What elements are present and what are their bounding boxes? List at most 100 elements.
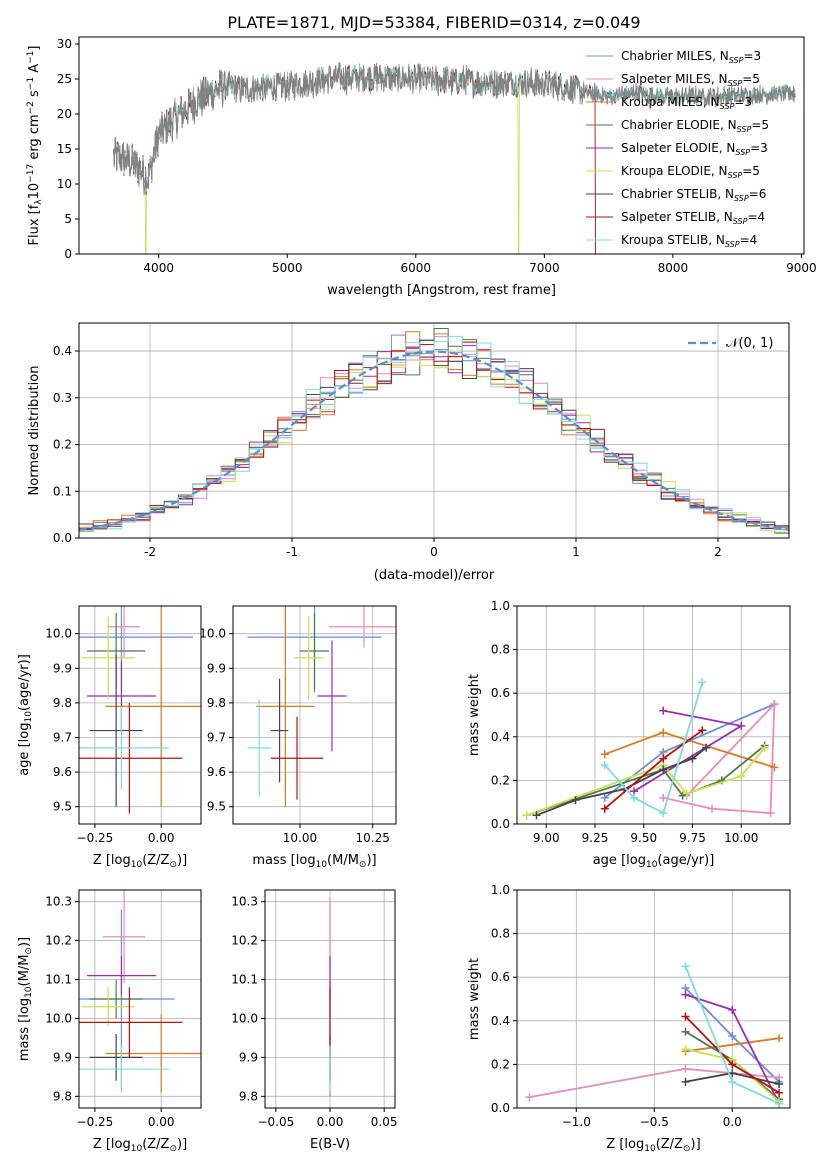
y-tick-label: 10.0 [45,1011,72,1025]
legend-label: Kroupa MILES, N [621,95,720,109]
y-axis-label-part: (M/M [17,955,32,987]
x-axis-label-part: 10 [131,860,143,870]
series-marker [659,754,668,763]
panel-mass-vs-Z: −0.25 0.009.89.910.010.110.210.3Z [log10(… [17,889,202,1154]
data-point-6 [270,678,289,783]
x-tick-label: 10.00 [283,831,317,845]
axes-frame [78,889,202,1109]
series-8 [600,678,707,818]
axes-frame [232,605,397,825]
legend-count: =3 [750,141,768,155]
series-line [604,703,775,799]
x-tick-label: −0.25 [77,831,114,845]
panel-weight-vs-age: 9.00 9.25 9.50 9.75 10.00 0.0 0.2 0.4 0.6 0.8 1.0 a… [467,599,791,870]
y-tick-label: 15 [57,142,72,156]
y-tick-label: 0.4 [53,344,72,358]
data-point-7 [79,702,183,814]
series-marker [728,1060,737,1069]
legend-sub: SSP [733,217,748,226]
series-marker [681,1077,690,1086]
series-marker [600,793,609,802]
panel-age-vs-mass: 10.00 10.25 9.5 9.6 9.7 9.8 9.9 10.0 mass [log10… [199,605,397,870]
y-tick-label: 10.0 [45,627,72,641]
legend-entry: Salpeter ELODIE, NSSP=3 [621,141,768,157]
x-axis-label-part: 10 [644,1144,656,1154]
y-axis-label-part: 10 [24,986,34,998]
legend-sub: SSP [725,240,740,249]
x-tick-label: 9.25 [582,831,609,845]
y-tick-label: 9.9 [53,661,72,675]
plot-area [79,890,201,1093]
series-marker [698,678,707,687]
legend-sub: SSP [735,148,750,157]
data-point-4 [317,640,347,752]
x-axis-label-part: )] [366,853,376,868]
x-tick-label: 9000 [786,261,817,275]
series-marker [522,811,531,820]
legend-count: =5 [742,72,760,86]
x-axis-label: (data-model)/error [374,568,495,583]
x-tick-label: 0.00 [148,1115,175,1129]
y-axis-label: age [log10(age/yr)] [17,654,34,776]
series-marker [681,1012,690,1021]
y-tick-label: 10.0 [231,1011,258,1025]
series-marker [775,1088,784,1097]
x-tick-label: 7000 [529,261,560,275]
data-point-3 [299,612,330,690]
series-line [685,1037,780,1053]
legend-label: Salpeter ELODIE, N [621,141,735,155]
y-axis-label: mass [log10(M/M⊙)] [17,937,34,1061]
series-marker [681,1064,690,1073]
x-axis-label-part: (Z/Z [142,1137,169,1152]
y-tick-label: 0.1 [53,484,72,498]
series-line [536,746,707,817]
y-axis-label-part: 10 [24,711,34,723]
series-marker [659,706,668,715]
series-marker [571,796,580,805]
y-tick-label: 10.3 [231,895,258,909]
legend-label: Chabrier MILES, N [621,49,729,63]
data-point-7 [270,716,324,800]
data-point-2 [105,606,201,807]
plot-area [113,62,796,254]
series-marker [659,809,668,818]
series-line [604,682,704,815]
y-axis-label-part: −2 [26,101,36,114]
x-tick-label: −0.05 [257,1115,294,1129]
x-axis-label-part: Z [log [93,1137,131,1152]
y-tick-label: 9.9 [239,1050,258,1064]
series-marker [766,809,775,818]
y-tick-label: 1.0 [491,883,510,897]
x-axis-label-part: ⊙ [169,1144,177,1154]
y-tick-label: 9.8 [239,1089,258,1103]
x-axis-label: Z [log10(Z/Z⊙)] [93,853,187,870]
y-axis-label-part: A [27,64,42,77]
y-tick-label: 0.0 [491,1101,510,1115]
y-tick-label: 0.2 [491,1057,510,1071]
x-axis-label-part: ⊙ [683,1144,691,1154]
x-tick-label: -2 [144,545,156,559]
y-tick-label: 0.8 [491,643,510,657]
series-marker [659,793,668,802]
y-tick-label: 20 [57,107,72,121]
x-axis-label: E(B-V) [310,1137,350,1152]
series-6 [532,743,711,820]
x-axis-label-part: ⊙ [359,860,367,870]
y-tick-label: 9.5 [53,800,72,814]
data-point-3 [89,979,143,1019]
x-tick-label: -1 [286,545,298,559]
axes-frame [78,36,805,255]
y-tick-label: 1.0 [491,599,510,613]
x-tick-label: 8000 [658,261,689,275]
series-6 [681,1069,784,1089]
y-axis-label-part: 10 [27,183,42,200]
y-tick-label: 10.1 [45,973,72,987]
y-axis-label-part: mass [log [17,998,32,1061]
legend-entry: Kroupa ELODIE, NSSP=5 [621,164,760,180]
legend-sub: SSP [734,194,749,203]
series-marker [681,1027,690,1036]
legend-count: =5 [751,118,769,132]
legend-sub: SSP [720,102,735,111]
legend-entry: 𝒩(0, 1) [726,336,773,351]
